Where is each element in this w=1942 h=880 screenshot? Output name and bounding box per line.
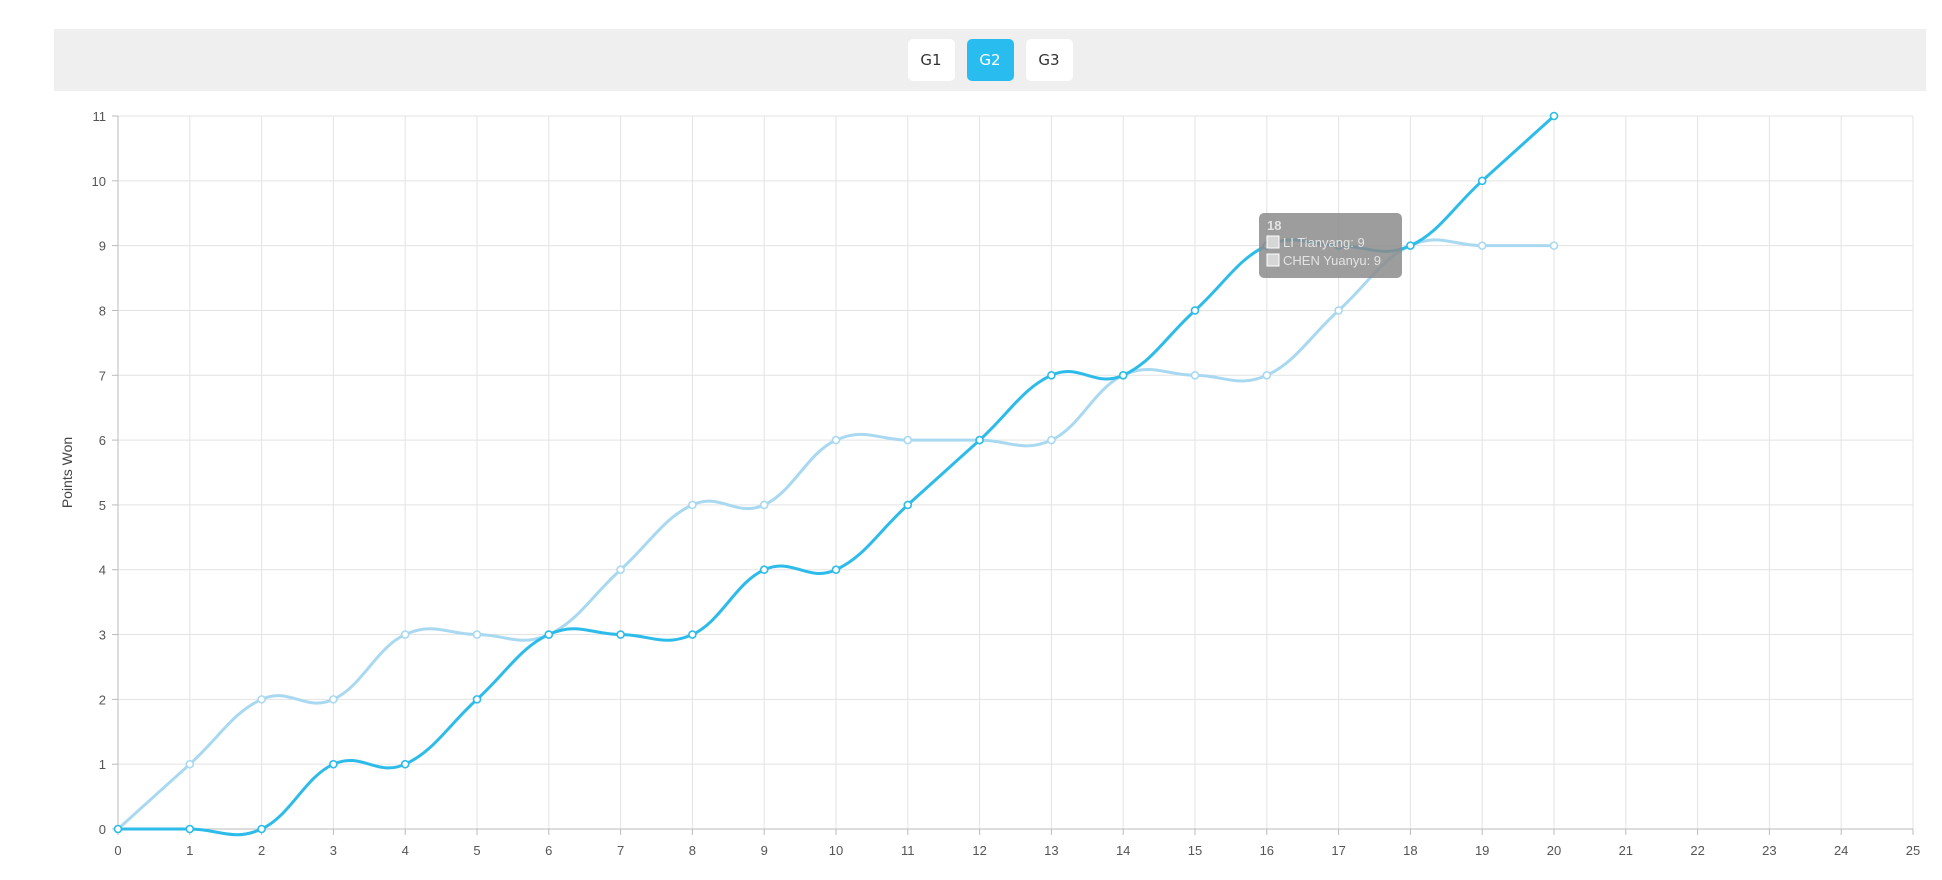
game-tab-g3[interactable]: G3 <box>1025 39 1073 81</box>
x-tick-label: 18 <box>1403 843 1417 858</box>
grid <box>117 115 1914 830</box>
x-tick-label: 0 <box>114 843 121 858</box>
data-point-chen-yuanyu <box>1477 241 1487 250</box>
x-tick-label: 12 <box>972 843 986 858</box>
data-point-li-tianyang <box>1190 306 1200 315</box>
data-point-chen-yuanyu <box>903 435 913 445</box>
data-point-chen-yuanyu <box>831 435 841 445</box>
y-tick-label: 0 <box>99 822 106 837</box>
data-point-chen-yuanyu <box>616 565 625 575</box>
data-point-li-tianyang <box>185 824 195 834</box>
data-point-li-tianyang <box>1406 241 1415 250</box>
y-tick-label: 2 <box>99 692 106 707</box>
game-selector: G1 G2 G3 <box>54 29 1926 91</box>
x-tick-label: 10 <box>829 843 843 858</box>
series-line-chen-yuanyu <box>116 238 1556 831</box>
x-tick-label: 14 <box>1116 843 1130 858</box>
y-tick-label: 6 <box>99 433 106 448</box>
x-tick-label: 15 <box>1188 843 1202 858</box>
y-tick-label: 11 <box>93 109 107 124</box>
data-point-li-tianyang <box>113 824 123 834</box>
data-point-chen-yuanyu <box>759 500 769 510</box>
x-tick-label: 9 <box>761 843 768 858</box>
data-point-li-tianyang <box>1047 370 1056 380</box>
game-tab-g1[interactable]: G1 <box>907 39 955 81</box>
tooltip-swatch <box>1266 253 1280 267</box>
x-tick-label: 3 <box>330 843 337 858</box>
data-point-chen-yuanyu <box>400 630 410 639</box>
x-tick-label: 22 <box>1690 843 1704 858</box>
data-point-li-tianyang <box>329 759 338 769</box>
x-tick-label: 17 <box>1331 843 1345 858</box>
data-point-li-tianyang <box>688 630 697 639</box>
y-tick-label: 4 <box>99 563 106 578</box>
data-point-chen-yuanyu <box>257 695 266 704</box>
x-tick-label: 24 <box>1834 843 1848 858</box>
data-point-chen-yuanyu <box>688 500 697 510</box>
x-tick-label: 5 <box>473 843 480 858</box>
data-point-chen-yuanyu <box>1262 370 1272 380</box>
tooltip-title: 18 <box>1267 218 1281 233</box>
y-axis-title: Points Won <box>59 437 75 508</box>
data-point-li-tianyang <box>544 630 554 639</box>
data-point-li-tianyang <box>1477 176 1487 186</box>
x-tick-label: 16 <box>1260 843 1274 858</box>
y-tick-label: 3 <box>99 628 106 643</box>
tooltip-swatch <box>1266 235 1280 249</box>
x-tick-label: 8 <box>689 843 696 858</box>
data-point-li-tianyang <box>831 565 841 575</box>
data-point-li-tianyang <box>400 759 410 769</box>
tooltip-entry: CHEN Yuanyu: 9 <box>1283 253 1381 268</box>
x-tick-label: 23 <box>1762 843 1776 858</box>
x-tick-label: 4 <box>402 843 409 858</box>
y-tick-label: 10 <box>92 174 106 189</box>
y-tick-label: 8 <box>99 303 106 318</box>
data-point-chen-yuanyu <box>185 759 195 769</box>
x-tick-label: 20 <box>1547 843 1561 858</box>
data-point-li-tianyang <box>759 565 769 575</box>
data-point-li-tianyang <box>1118 370 1128 380</box>
game-tab-g2[interactable]: G2 <box>966 39 1014 81</box>
data-point-li-tianyang <box>1549 111 1559 121</box>
data-point-li-tianyang <box>472 695 482 704</box>
data-point-chen-yuanyu <box>1190 370 1200 380</box>
x-tick-label: 21 <box>1619 843 1633 858</box>
x-tick-label: 7 <box>617 843 624 858</box>
y-tick-label: 5 <box>99 498 106 513</box>
y-tick-label: 7 <box>99 368 106 383</box>
y-tick-label: 9 <box>99 239 106 254</box>
data-point-li-tianyang <box>257 824 266 834</box>
x-tick-label: 19 <box>1475 843 1489 858</box>
tooltip-box <box>1259 213 1402 278</box>
data-point-li-tianyang <box>616 630 625 639</box>
axes: 0 1 2 3 4 5 6 7 8 9 10 11 12 13 14 15 16 17 18 19 20 21 22 23 24… <box>92 109 1921 858</box>
data-point-chen-yuanyu <box>329 695 338 704</box>
x-tick-label: 11 <box>901 843 915 858</box>
data-point-chen-yuanyu <box>1549 241 1559 250</box>
x-tick-label: 6 <box>545 843 552 858</box>
data-point-li-tianyang <box>903 500 913 510</box>
data-point-chen-yuanyu <box>472 630 482 639</box>
data-point-chen-yuanyu <box>1047 435 1056 445</box>
y-tick-label: 1 <box>99 757 106 772</box>
x-tick-label: 25 <box>1906 843 1920 858</box>
data-point-chen-yuanyu <box>1334 306 1343 315</box>
x-tick-label: 2 <box>258 843 265 858</box>
x-tick-label: 13 <box>1044 843 1058 858</box>
x-tick-label: 1 <box>186 843 193 858</box>
tooltip-entry: LI Tianyang: 9 <box>1283 235 1365 250</box>
data-point-li-tianyang <box>975 435 984 445</box>
